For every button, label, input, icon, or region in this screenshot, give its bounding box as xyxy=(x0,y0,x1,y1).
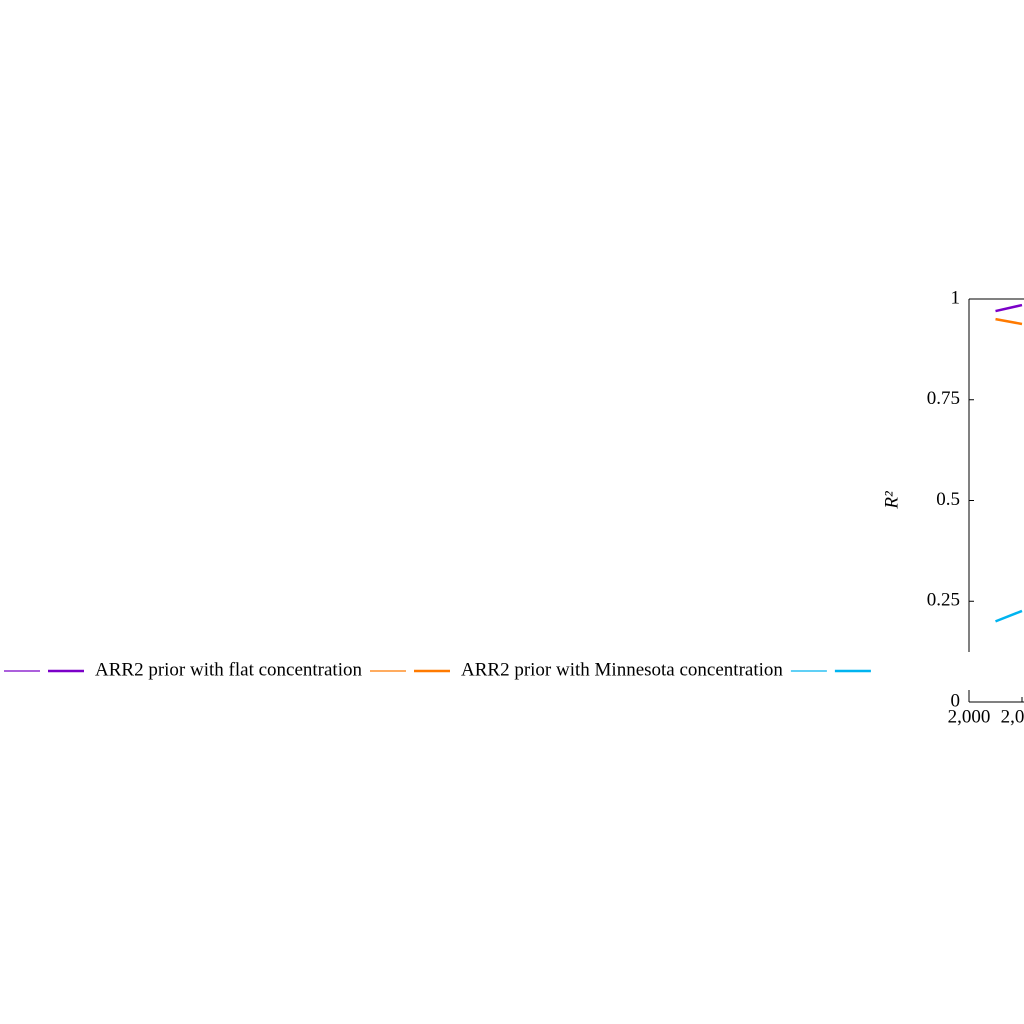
legend-label: ARR2 prior with flat concentration xyxy=(95,659,362,680)
y-tick-label: 0.5 xyxy=(936,489,960,510)
series-line xyxy=(995,609,1023,623)
y-tick-label: 0 xyxy=(951,690,961,711)
x-tick-label: 2,000 xyxy=(948,706,991,727)
y-tick-label: 0.25 xyxy=(927,590,960,611)
series-line xyxy=(995,303,1023,313)
series-line xyxy=(995,317,1023,326)
y-tick-label: 0.75 xyxy=(927,388,960,409)
y-axis-label: R² xyxy=(881,491,902,510)
legend-label: ARR2 prior with Minnesota concentration xyxy=(461,659,783,680)
y-tick-label: 1 xyxy=(951,287,961,308)
x-tick-label: 2,002 xyxy=(1001,706,1024,727)
